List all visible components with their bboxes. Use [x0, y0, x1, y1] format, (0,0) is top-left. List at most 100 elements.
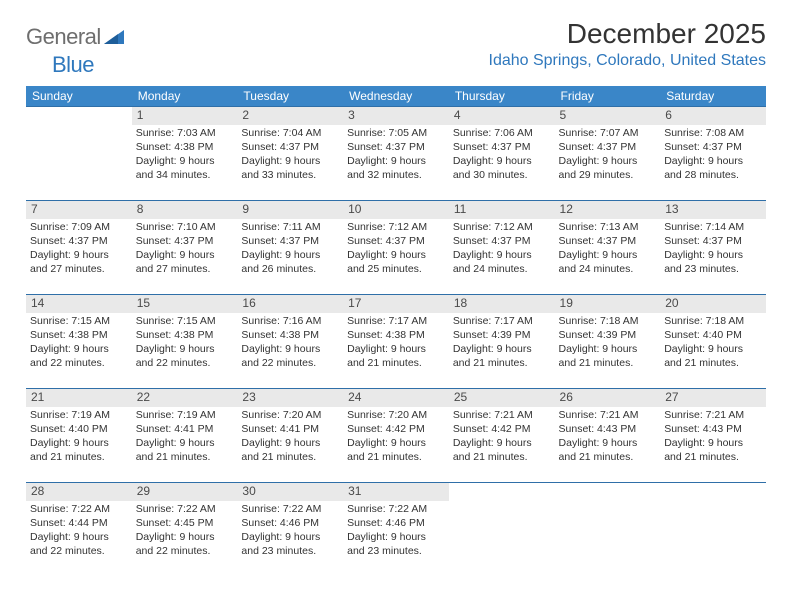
day-details: Sunrise: 7:18 AMSunset: 4:39 PMDaylight:…: [555, 313, 661, 372]
calendar-day-cell: 20Sunrise: 7:18 AMSunset: 4:40 PMDayligh…: [660, 295, 766, 389]
sunset-text: Sunset: 4:37 PM: [30, 235, 128, 249]
day-number: 7: [26, 201, 132, 219]
calendar-day-cell: 18Sunrise: 7:17 AMSunset: 4:39 PMDayligh…: [449, 295, 555, 389]
calendar-day-cell: [555, 483, 661, 577]
weekday-header: Thursday: [449, 86, 555, 107]
sunset-text: Sunset: 4:37 PM: [136, 235, 234, 249]
day-details: Sunrise: 7:18 AMSunset: 4:40 PMDaylight:…: [660, 313, 766, 372]
calendar-day-cell: [26, 107, 132, 201]
weekday-header: Tuesday: [237, 86, 343, 107]
sunrise-text: Sunrise: 7:18 AM: [559, 315, 657, 329]
daylight-text: Daylight: 9 hours and 29 minutes.: [559, 155, 657, 183]
day-details: Sunrise: 7:22 AMSunset: 4:46 PMDaylight:…: [343, 501, 449, 560]
sunset-text: Sunset: 4:38 PM: [136, 141, 234, 155]
day-number: 26: [555, 389, 661, 407]
daylight-text: Daylight: 9 hours and 21 minutes.: [559, 343, 657, 371]
calendar-day-cell: 6Sunrise: 7:08 AMSunset: 4:37 PMDaylight…: [660, 107, 766, 201]
calendar-day-cell: 1Sunrise: 7:03 AMSunset: 4:38 PMDaylight…: [132, 107, 238, 201]
day-details: Sunrise: 7:12 AMSunset: 4:37 PMDaylight:…: [449, 219, 555, 278]
day-number: 9: [237, 201, 343, 219]
sunset-text: Sunset: 4:41 PM: [241, 423, 339, 437]
sunset-text: Sunset: 4:37 PM: [347, 141, 445, 155]
calendar-day-cell: [660, 483, 766, 577]
calendar-day-cell: 26Sunrise: 7:21 AMSunset: 4:43 PMDayligh…: [555, 389, 661, 483]
calendar-day-cell: 5Sunrise: 7:07 AMSunset: 4:37 PMDaylight…: [555, 107, 661, 201]
weekday-header: Friday: [555, 86, 661, 107]
calendar-day-cell: 14Sunrise: 7:15 AMSunset: 4:38 PMDayligh…: [26, 295, 132, 389]
sunset-text: Sunset: 4:38 PM: [136, 329, 234, 343]
daylight-text: Daylight: 9 hours and 27 minutes.: [30, 249, 128, 277]
sunset-text: Sunset: 4:43 PM: [664, 423, 762, 437]
daylight-text: Daylight: 9 hours and 21 minutes.: [347, 343, 445, 371]
sunset-text: Sunset: 4:45 PM: [136, 517, 234, 531]
daylight-text: Daylight: 9 hours and 23 minutes.: [241, 531, 339, 559]
sunrise-text: Sunrise: 7:14 AM: [664, 221, 762, 235]
day-number: 2: [237, 107, 343, 125]
sunset-text: Sunset: 4:42 PM: [453, 423, 551, 437]
day-number: 19: [555, 295, 661, 313]
daylight-text: Daylight: 9 hours and 22 minutes.: [30, 343, 128, 371]
calendar-day-cell: 29Sunrise: 7:22 AMSunset: 4:45 PMDayligh…: [132, 483, 238, 577]
day-details: Sunrise: 7:15 AMSunset: 4:38 PMDaylight:…: [26, 313, 132, 372]
day-details: Sunrise: 7:03 AMSunset: 4:38 PMDaylight:…: [132, 125, 238, 184]
day-details: Sunrise: 7:07 AMSunset: 4:37 PMDaylight:…: [555, 125, 661, 184]
day-number: 16: [237, 295, 343, 313]
day-number: 12: [555, 201, 661, 219]
sunrise-text: Sunrise: 7:05 AM: [347, 127, 445, 141]
sunrise-text: Sunrise: 7:22 AM: [347, 503, 445, 517]
calendar-day-cell: 13Sunrise: 7:14 AMSunset: 4:37 PMDayligh…: [660, 201, 766, 295]
sunrise-text: Sunrise: 7:04 AM: [241, 127, 339, 141]
sunrise-text: Sunrise: 7:21 AM: [453, 409, 551, 423]
sunrise-text: Sunrise: 7:08 AM: [664, 127, 762, 141]
sunset-text: Sunset: 4:40 PM: [30, 423, 128, 437]
daylight-text: Daylight: 9 hours and 21 minutes.: [136, 437, 234, 465]
daylight-text: Daylight: 9 hours and 23 minutes.: [347, 531, 445, 559]
daylight-text: Daylight: 9 hours and 21 minutes.: [453, 343, 551, 371]
sunrise-text: Sunrise: 7:13 AM: [559, 221, 657, 235]
day-number: 4: [449, 107, 555, 125]
calendar-day-cell: 21Sunrise: 7:19 AMSunset: 4:40 PMDayligh…: [26, 389, 132, 483]
sunset-text: Sunset: 4:37 PM: [453, 235, 551, 249]
day-number: 23: [237, 389, 343, 407]
sunrise-text: Sunrise: 7:20 AM: [241, 409, 339, 423]
day-number: 8: [132, 201, 238, 219]
sunset-text: Sunset: 4:39 PM: [453, 329, 551, 343]
weekday-header: Sunday: [26, 86, 132, 107]
triangle-icon: [104, 26, 124, 49]
daylight-text: Daylight: 9 hours and 22 minutes.: [30, 531, 128, 559]
calendar-day-cell: 2Sunrise: 7:04 AMSunset: 4:37 PMDaylight…: [237, 107, 343, 201]
day-details: Sunrise: 7:21 AMSunset: 4:43 PMDaylight:…: [555, 407, 661, 466]
day-details: Sunrise: 7:10 AMSunset: 4:37 PMDaylight:…: [132, 219, 238, 278]
daylight-text: Daylight: 9 hours and 21 minutes.: [30, 437, 128, 465]
calendar-day-cell: 19Sunrise: 7:18 AMSunset: 4:39 PMDayligh…: [555, 295, 661, 389]
daylight-text: Daylight: 9 hours and 21 minutes.: [664, 437, 762, 465]
sunset-text: Sunset: 4:38 PM: [241, 329, 339, 343]
calendar-week-row: 7Sunrise: 7:09 AMSunset: 4:37 PMDaylight…: [26, 201, 766, 295]
sunrise-text: Sunrise: 7:17 AM: [347, 315, 445, 329]
brand-left: General: [26, 24, 101, 50]
day-details: Sunrise: 7:17 AMSunset: 4:39 PMDaylight:…: [449, 313, 555, 372]
sunset-text: Sunset: 4:37 PM: [347, 235, 445, 249]
daylight-text: Daylight: 9 hours and 21 minutes.: [347, 437, 445, 465]
sunrise-text: Sunrise: 7:12 AM: [453, 221, 551, 235]
daylight-text: Daylight: 9 hours and 25 minutes.: [347, 249, 445, 277]
sunrise-text: Sunrise: 7:12 AM: [347, 221, 445, 235]
calendar-day-cell: 7Sunrise: 7:09 AMSunset: 4:37 PMDaylight…: [26, 201, 132, 295]
calendar-page: General December 2025 Idaho Springs, Col…: [0, 0, 792, 577]
sunrise-text: Sunrise: 7:06 AM: [453, 127, 551, 141]
calendar-day-cell: 16Sunrise: 7:16 AMSunset: 4:38 PMDayligh…: [237, 295, 343, 389]
daylight-text: Daylight: 9 hours and 21 minutes.: [559, 437, 657, 465]
day-details: Sunrise: 7:19 AMSunset: 4:41 PMDaylight:…: [132, 407, 238, 466]
calendar-day-cell: 28Sunrise: 7:22 AMSunset: 4:44 PMDayligh…: [26, 483, 132, 577]
daylight-text: Daylight: 9 hours and 24 minutes.: [559, 249, 657, 277]
daylight-text: Daylight: 9 hours and 22 minutes.: [136, 531, 234, 559]
calendar-table: Sunday Monday Tuesday Wednesday Thursday…: [26, 86, 766, 577]
calendar-day-cell: 17Sunrise: 7:17 AMSunset: 4:38 PMDayligh…: [343, 295, 449, 389]
day-details: Sunrise: 7:12 AMSunset: 4:37 PMDaylight:…: [343, 219, 449, 278]
calendar-week-row: 1Sunrise: 7:03 AMSunset: 4:38 PMDaylight…: [26, 107, 766, 201]
day-number: 30: [237, 483, 343, 501]
day-details: Sunrise: 7:20 AMSunset: 4:42 PMDaylight:…: [343, 407, 449, 466]
calendar-day-cell: 4Sunrise: 7:06 AMSunset: 4:37 PMDaylight…: [449, 107, 555, 201]
day-details: Sunrise: 7:14 AMSunset: 4:37 PMDaylight:…: [660, 219, 766, 278]
sunset-text: Sunset: 4:37 PM: [559, 235, 657, 249]
